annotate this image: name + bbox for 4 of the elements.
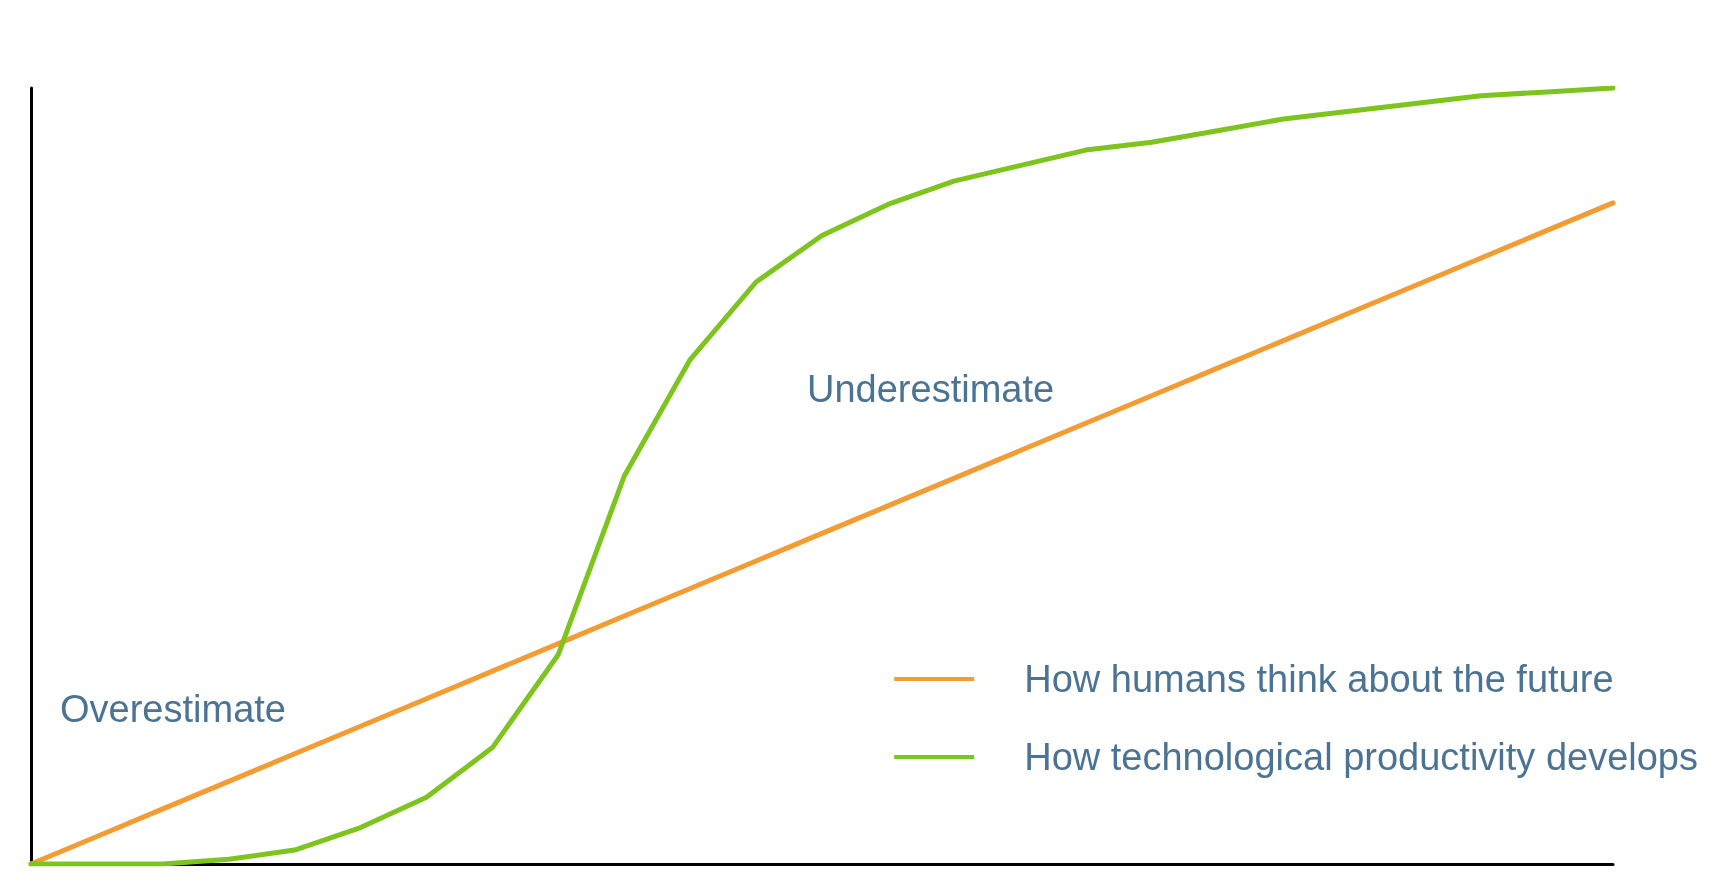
- legend-label: How technological productivity develops: [1024, 736, 1699, 778]
- legend-label: How humans think about the future: [1024, 658, 1614, 700]
- annotation: Overestimate: [60, 688, 286, 730]
- annotation: Underestimate: [807, 368, 1055, 410]
